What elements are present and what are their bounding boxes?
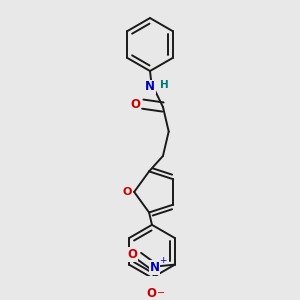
Text: N: N (145, 80, 155, 93)
Text: O: O (130, 98, 141, 111)
Text: O: O (128, 248, 138, 261)
Text: N: N (150, 261, 160, 274)
Text: O: O (122, 187, 132, 197)
Text: H: H (160, 80, 169, 89)
Text: +: + (159, 256, 166, 265)
Text: −: − (157, 288, 165, 298)
Text: O: O (147, 287, 157, 300)
